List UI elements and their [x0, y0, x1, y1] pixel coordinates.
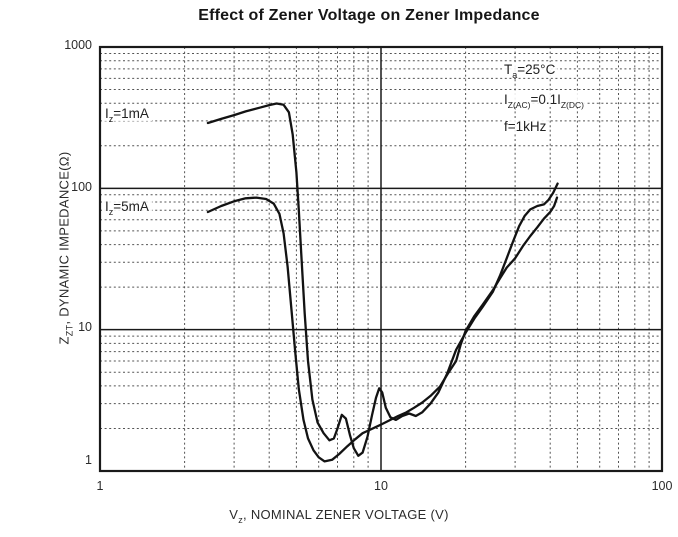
condition-frequency: f=1kHz: [502, 119, 549, 134]
y-tick-label: 1: [85, 453, 92, 467]
condition-mid: =0.1I: [530, 92, 561, 107]
condition-rest: =25°C: [517, 62, 556, 77]
curve-label-base: I: [105, 106, 109, 121]
y-tick-label: 1000: [64, 38, 92, 52]
y-axis-label-rest: , DYNAMIC IMPEDANCE(Ω): [56, 151, 72, 325]
condition-subscript: a: [512, 70, 518, 80]
condition-ac-current: IZ(AC)=0.1IZ(DC): [502, 92, 586, 110]
y-axis-label-base: Z: [56, 336, 72, 345]
condition-base: T: [504, 62, 513, 77]
x-tick-label: 10: [374, 479, 388, 493]
curve-label-iz-5ma: Iz=5mA: [102, 199, 152, 217]
y-tick-label: 10: [78, 320, 92, 334]
x-axis-label-rest: , NOMINAL ZENER VOLTAGE (V): [243, 507, 449, 522]
curve-label-rest: =1mA: [113, 106, 149, 121]
condition-base: I: [504, 92, 508, 107]
x-tick-label: 100: [651, 479, 673, 493]
curve-label-rest: =5mA: [113, 199, 149, 214]
x-tick-label: 1: [96, 479, 104, 493]
curve-label-subscript: z: [108, 114, 114, 124]
chart-title: Effect of Zener Voltage on Zener Impedan…: [198, 7, 540, 24]
y-axis-label-subscript: ZT: [64, 324, 75, 337]
x-axis-label: Vz, NOMINAL ZENER VOLTAGE (V): [0, 507, 678, 525]
curve-label-iz-1ma: Iz=1mA: [102, 106, 152, 124]
curve-label-subscript: z: [108, 207, 114, 217]
condition-ambient-temperature: Ta=25°C: [502, 62, 558, 80]
condition-subscript: Z(DC): [560, 100, 584, 110]
curve-label-base: I: [105, 199, 109, 214]
x-axis-label-subscript: z: [238, 515, 243, 525]
y-axis-label: ZZT, DYNAMIC IMPEDANCE(Ω): [56, 151, 75, 345]
condition-subscript: Z(AC): [507, 100, 531, 110]
x-axis-label-base: V: [229, 507, 239, 522]
y-tick-label: 100: [71, 180, 92, 194]
